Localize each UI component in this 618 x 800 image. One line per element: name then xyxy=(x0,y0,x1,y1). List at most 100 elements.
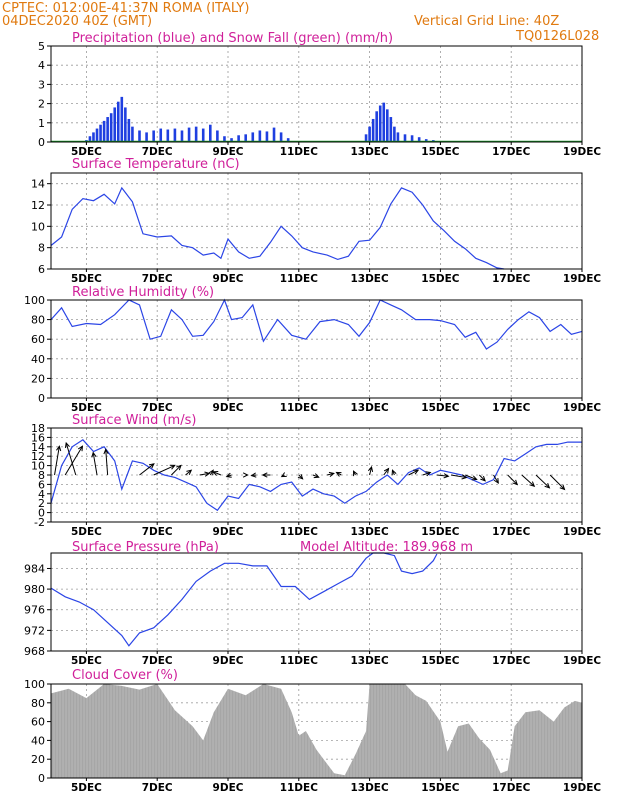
panel-1-xtick-label-1: 7DEC xyxy=(142,273,173,285)
panel-3-wind-arrow-0 xyxy=(54,446,60,476)
panel-0-precip-bar-3 xyxy=(95,128,99,142)
panel-3-wind-arrowhead-11 xyxy=(212,471,219,476)
panel-3-wind-arrow-33 xyxy=(521,474,535,487)
panel-2-xtick-label-0: 5DEC xyxy=(71,402,102,414)
panel-3-wind-arrow-32 xyxy=(507,474,518,485)
panel-4-ytick-label-0: 968 xyxy=(24,645,45,658)
panel-3-wind-arrowhead-24 xyxy=(391,469,397,476)
panel-3-ytick-label-10: 18 xyxy=(31,422,45,435)
panel-5-cloud-area xyxy=(51,684,582,778)
panel-5-frame xyxy=(50,683,583,779)
panel-0-precip-bar-32 xyxy=(265,131,269,142)
panel-2-ytick-label-4: 80 xyxy=(31,314,45,327)
panel-1-xtick-label-3: 11DEC xyxy=(280,273,319,285)
panel-3-xtick-label-0: 5DEC xyxy=(71,526,102,538)
panel-3-xtick-label-2: 9DEC xyxy=(213,526,244,538)
panel-5-ytick-label-4: 80 xyxy=(31,697,45,710)
panel-0-precip-bar-48 xyxy=(410,135,414,142)
panel-3-wind-arrow-1 xyxy=(64,445,83,476)
panel-0-xtick-label-1: 7DEC xyxy=(142,146,173,158)
panel-3-title: Surface Wind (m/s) xyxy=(72,413,196,428)
panel-3-wind-arrowhead-25 xyxy=(413,469,420,475)
panel-0-precip-bar-33 xyxy=(272,127,276,142)
panel-3-wind-arrow-11 xyxy=(213,471,222,476)
panel-0-precip-bar-30 xyxy=(251,132,255,142)
panel-0-precip-bar-18 xyxy=(166,129,170,142)
panel-3-wind-arrowhead-1 xyxy=(77,445,84,452)
panel-3-wind-arrow-4 xyxy=(105,449,109,476)
panel-4-title: Surface Pressure (hPa) xyxy=(72,540,219,555)
panel-3-wind-arrow-31 xyxy=(493,474,499,484)
panel-0-precip-bar-38 xyxy=(368,126,371,142)
panel-1-ytick-label-1: 8 xyxy=(38,242,45,255)
panel-0-xtick-label-0: 5DEC xyxy=(71,146,102,158)
panel-3-wind-arrow-22 xyxy=(369,466,373,476)
panel-3-wind-arrowhead-4 xyxy=(103,448,109,455)
panel-5-ytick-label-2: 40 xyxy=(31,734,45,747)
panel-3-xtick-label-5: 15DEC xyxy=(421,526,460,538)
panel-0-precip-bar-20 xyxy=(180,130,184,142)
panel-5-xtick-label-3: 11DEC xyxy=(280,782,319,794)
panel-4-xtick-label-0: 5DEC xyxy=(71,655,102,667)
panel-2-xtick-label-6: 17DEC xyxy=(492,402,531,414)
panel-3-wind-arrowhead-2 xyxy=(64,441,70,449)
panel-0-precip-bar-31 xyxy=(258,130,262,142)
panel-3-wind-arrowhead-15 xyxy=(261,472,268,478)
panel-1-xtick-label-2: 9DEC xyxy=(213,273,244,285)
panel-3-wind-arrowhead-13 xyxy=(242,472,249,478)
panel-0-precip-bar-26 xyxy=(223,136,226,142)
panel-3-wind-arrowhead-10 xyxy=(208,469,214,476)
panel-0-precip-bar-42 xyxy=(382,102,386,142)
panel-0-ytick-label-1: 1 xyxy=(38,117,45,130)
panel-0-xtick-label-3: 11DEC xyxy=(280,146,319,158)
panel-0-precip-bar-1 xyxy=(88,136,92,142)
panel-0-precip-bar-12 xyxy=(127,118,131,142)
panel-0-frame xyxy=(50,45,583,143)
panel-5-xtick-label-1: 7DEC xyxy=(142,782,173,794)
panel-1-frame xyxy=(50,172,583,270)
panel-0-precip-bar-15 xyxy=(145,132,148,142)
panel-3-wind-arrowhead-29 xyxy=(471,475,478,481)
panel-5-title: Cloud Cover (%) xyxy=(72,668,178,683)
panel-3-wind-arrowhead-30 xyxy=(480,475,486,482)
panel-4-xtick-label-6: 17DEC xyxy=(492,655,531,667)
panel-2-xtick-label-3: 11DEC xyxy=(280,402,319,414)
panel-0-precip-bar-37 xyxy=(364,134,368,142)
panel-3-wind-arrowhead-35 xyxy=(559,484,566,491)
panel-0-precip-bar-39 xyxy=(371,118,375,142)
panel-3-wind-arrowhead-32 xyxy=(512,479,519,486)
panel-3-ytick-label-4: 6 xyxy=(38,478,45,491)
panel-3-wind-arrowhead-12 xyxy=(225,472,232,478)
panel-3-wind-arrowhead-22 xyxy=(367,465,374,472)
panel-5-xtick-label-4: 13DEC xyxy=(350,782,389,794)
panel-3-wind-arrow-27 xyxy=(436,474,449,477)
panel-0-ytick-label-5: 5 xyxy=(38,40,45,53)
panel-4-ytick-label-2: 976 xyxy=(24,604,45,617)
panel-3-wind-arrow-35 xyxy=(549,474,565,490)
panel-0-precip-bar-13 xyxy=(131,126,134,142)
header-datetime: 04DEC2020 40Z (GMT) xyxy=(2,14,153,29)
panel-3-ytick-label-2: 2 xyxy=(38,497,45,510)
panel-3-ytick-label-9: 16 xyxy=(31,431,45,444)
header: CPTEC: 012:00E-41:37N ROMA (ITALY) 04DEC… xyxy=(0,0,618,48)
panel-0-precip-bar-2 xyxy=(92,132,95,142)
panel-3-wind-arrow-7 xyxy=(171,465,182,476)
panel-3-wind-arrow-8 xyxy=(185,469,192,476)
panel-5-ytick-label-5: 100 xyxy=(24,678,45,691)
panel-0-precip-bar-11 xyxy=(124,107,127,142)
panel-2-xtick-label-4: 13DEC xyxy=(350,402,389,414)
panel-3-wind-arrow-3 xyxy=(92,452,98,476)
panel-0-precip-bar-49 xyxy=(417,137,421,142)
panel-3-wind-arrowhead-9 xyxy=(204,471,211,477)
panel-3-wind-arrowhead-18 xyxy=(313,473,320,479)
panel-3-wind-arrow-30 xyxy=(478,474,486,482)
panel-5-ytick-label-0: 0 xyxy=(38,772,45,785)
panel-0-ytick-label-3: 3 xyxy=(38,78,45,91)
panel-0-precip-bar-27 xyxy=(230,138,233,142)
panel-3-wind-arrow-6 xyxy=(153,464,175,476)
panel-0-xtick-label-2: 9DEC xyxy=(213,146,244,158)
panel-0-precip-bar-50 xyxy=(424,139,428,142)
panel-3-wind-arrowhead-6 xyxy=(169,464,176,470)
panel-3-wind-arrowhead-33 xyxy=(529,481,536,487)
